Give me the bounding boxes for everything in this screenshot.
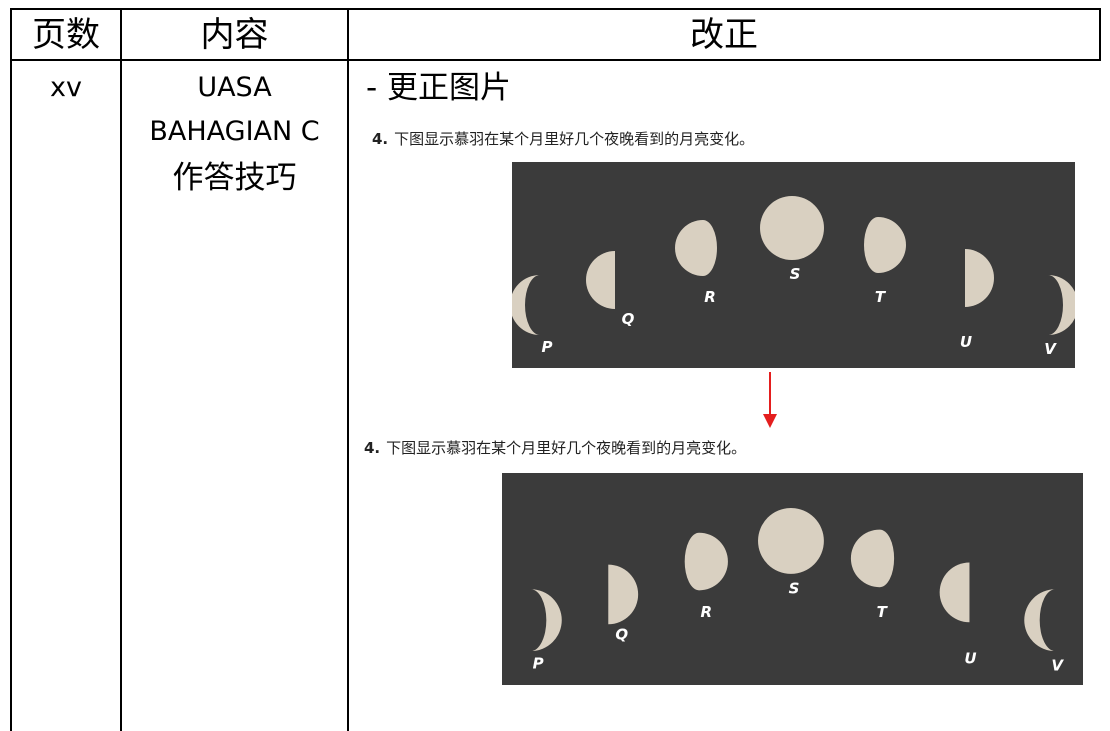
moon-label: R xyxy=(704,288,716,306)
moon xyxy=(684,532,728,591)
moon-label: U xyxy=(964,649,976,667)
moon xyxy=(586,251,615,309)
question-number: 4. xyxy=(364,439,381,457)
moon-label: S xyxy=(789,579,800,597)
question-text: 下图显示慕羽在某个月里好几个夜晚看到的月亮变化。 xyxy=(386,439,747,457)
note: - 更正图片 xyxy=(366,70,512,106)
header-cell: 内容 xyxy=(200,15,269,55)
moon xyxy=(1048,275,1075,335)
moon xyxy=(530,589,562,652)
question: 4. 下图显示慕羽在某个月里好几个夜晚看到的月亮变化。 xyxy=(372,128,754,149)
header-cell: 页数 xyxy=(32,15,100,55)
page-cell: xv xyxy=(50,72,82,103)
moon xyxy=(1024,589,1056,652)
border xyxy=(1099,8,1101,61)
moon-label: U xyxy=(960,333,972,351)
border xyxy=(10,8,12,731)
border xyxy=(120,8,122,731)
moon xyxy=(965,249,994,307)
moon xyxy=(512,275,540,335)
moon xyxy=(758,507,824,574)
moon-label: V xyxy=(1044,340,1057,358)
border xyxy=(10,8,1101,10)
border xyxy=(347,8,349,731)
question: 4. 下图显示慕羽在某个月里好几个夜晚看到的月亮变化。 xyxy=(364,437,746,458)
moon-label: T xyxy=(877,603,889,621)
moon xyxy=(608,564,639,625)
moon xyxy=(864,217,906,273)
content-line: UASA xyxy=(197,72,272,103)
moon-image: P Q R S T U V xyxy=(502,473,1083,685)
question-number: 4. xyxy=(372,130,389,148)
moon-label: S xyxy=(790,265,801,283)
question-text: 下图显示慕羽在某个月里好几个夜晚看到的月亮变化。 xyxy=(394,130,755,148)
moon xyxy=(850,529,895,588)
moon-image: P Q R S T U V xyxy=(512,162,1075,368)
moon-label: P xyxy=(533,655,544,673)
content-line: 作答技巧 xyxy=(172,160,297,196)
header-cell: 改正 xyxy=(690,15,758,55)
content-line: BAHAGIAN C xyxy=(149,116,320,147)
moon-label: T xyxy=(875,288,887,306)
moon-label: Q xyxy=(615,626,628,644)
moon xyxy=(675,220,717,276)
moon-label: P xyxy=(542,338,553,356)
moon-label: V xyxy=(1051,657,1064,675)
moon xyxy=(760,196,824,260)
arrow xyxy=(763,372,777,428)
moon-label: Q xyxy=(622,310,635,328)
moon-label: R xyxy=(701,603,713,621)
moon xyxy=(939,562,970,623)
border xyxy=(10,59,1101,61)
